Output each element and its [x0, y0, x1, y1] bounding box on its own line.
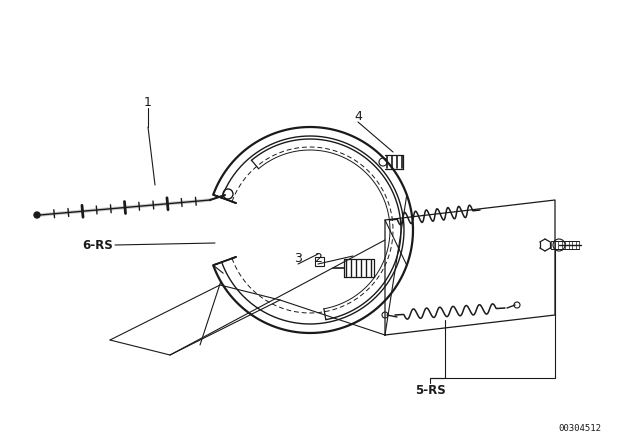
- Text: 1: 1: [144, 95, 152, 108]
- Text: 3: 3: [294, 251, 302, 264]
- Bar: [315, 257, 324, 266]
- Text: 2: 2: [314, 251, 322, 264]
- Text: 4: 4: [354, 109, 362, 122]
- Text: 5-RS: 5-RS: [415, 383, 445, 396]
- Text: 00304512: 00304512: [559, 423, 602, 432]
- Text: 6-RS: 6-RS: [82, 238, 113, 251]
- Circle shape: [34, 212, 40, 218]
